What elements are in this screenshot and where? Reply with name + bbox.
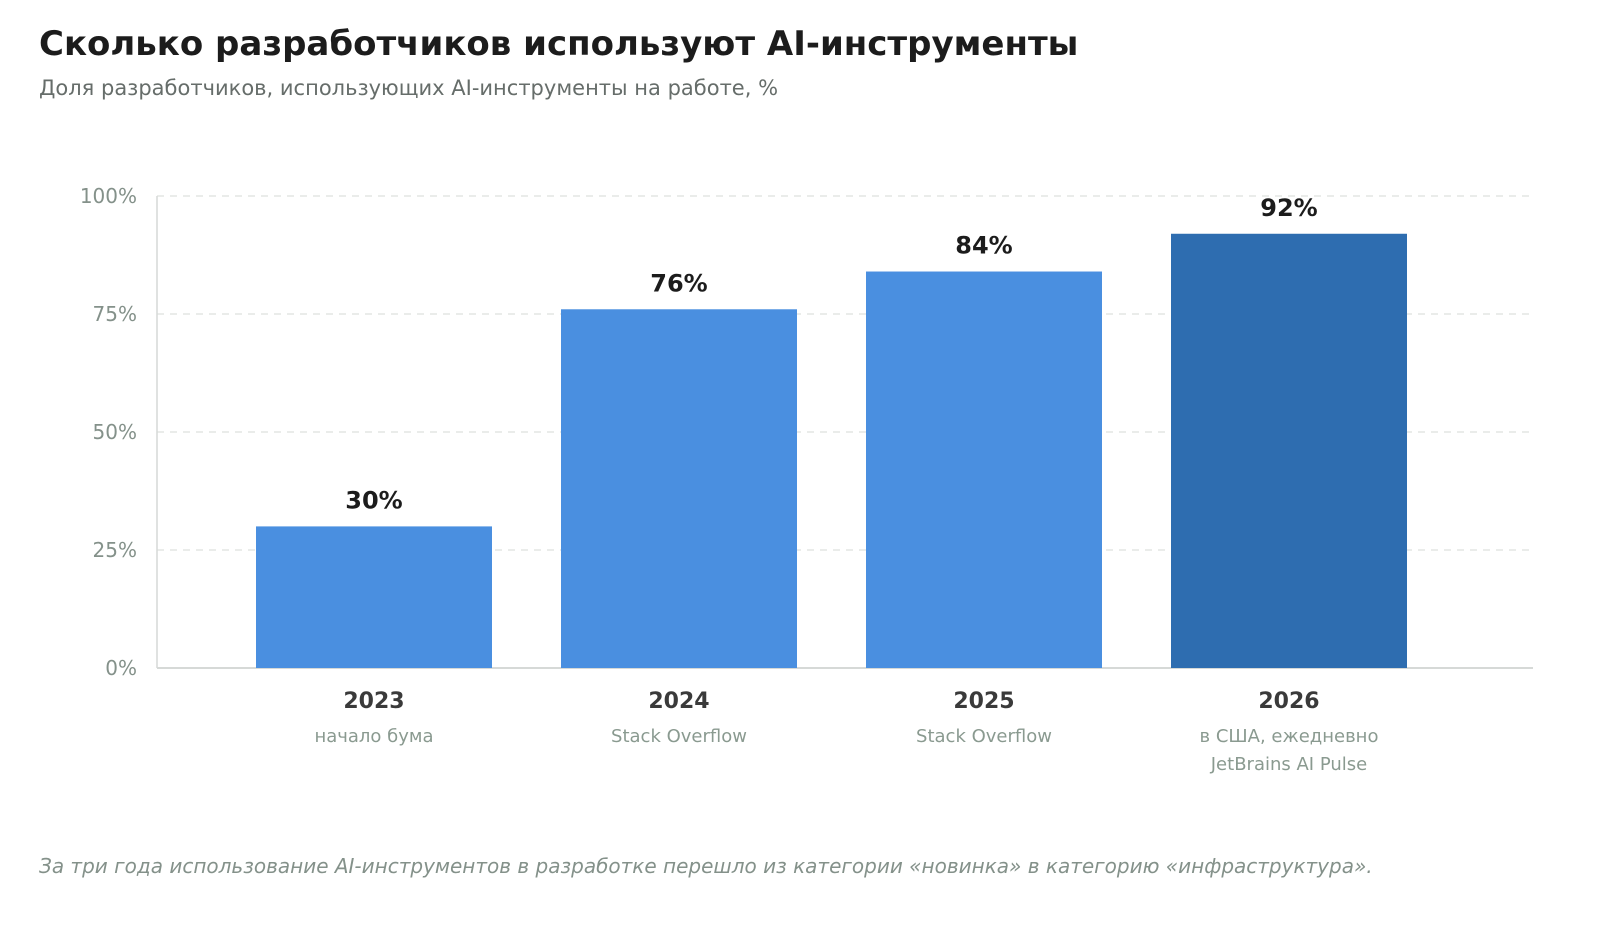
x-tick-note: Stack Overflow: [611, 726, 747, 747]
labels: 30% 2023 начало бума 76% 2024 Stack Overflow 8…: [314, 194, 1378, 775]
bar-2024: [561, 309, 797, 668]
bar-value-label: 84%: [955, 232, 1012, 260]
bar-2026: [1171, 233, 1407, 668]
bar-value-label: 92%: [1260, 194, 1317, 222]
bar-2025: [866, 271, 1102, 668]
y-tick-label: 50%: [93, 420, 137, 444]
y-tick-label: 75%: [93, 302, 137, 326]
x-tick-label: 2023: [343, 689, 404, 714]
bar-value-label: 30%: [345, 486, 402, 514]
chart-subtitle: Доля разработчиков, использующих AI-инст…: [39, 76, 779, 100]
x-tick-note: Stack Overflow: [916, 726, 1052, 747]
x-tick-label: 2025: [953, 689, 1014, 714]
bar-2023: [256, 526, 492, 668]
x-tick-label: 2024: [648, 689, 709, 714]
y-tick-label: 100%: [80, 184, 137, 208]
x-tick-note: в США, ежедневно: [1200, 726, 1379, 747]
bars: [256, 233, 1407, 668]
x-tick-label: 2026: [1258, 689, 1319, 714]
x-tick-note: начало бума: [314, 726, 433, 747]
bar-value-label: 76%: [650, 269, 707, 297]
y-tick-label: 25%: [93, 538, 137, 562]
x-tick-note: JetBrains AI Pulse: [1210, 754, 1367, 775]
y-tick-label: 0%: [105, 656, 137, 680]
chart-title: Сколько разработчиков используют AI-инст…: [39, 24, 1079, 64]
chart-footnote: За три года использование AI-инструменто…: [39, 854, 1373, 878]
